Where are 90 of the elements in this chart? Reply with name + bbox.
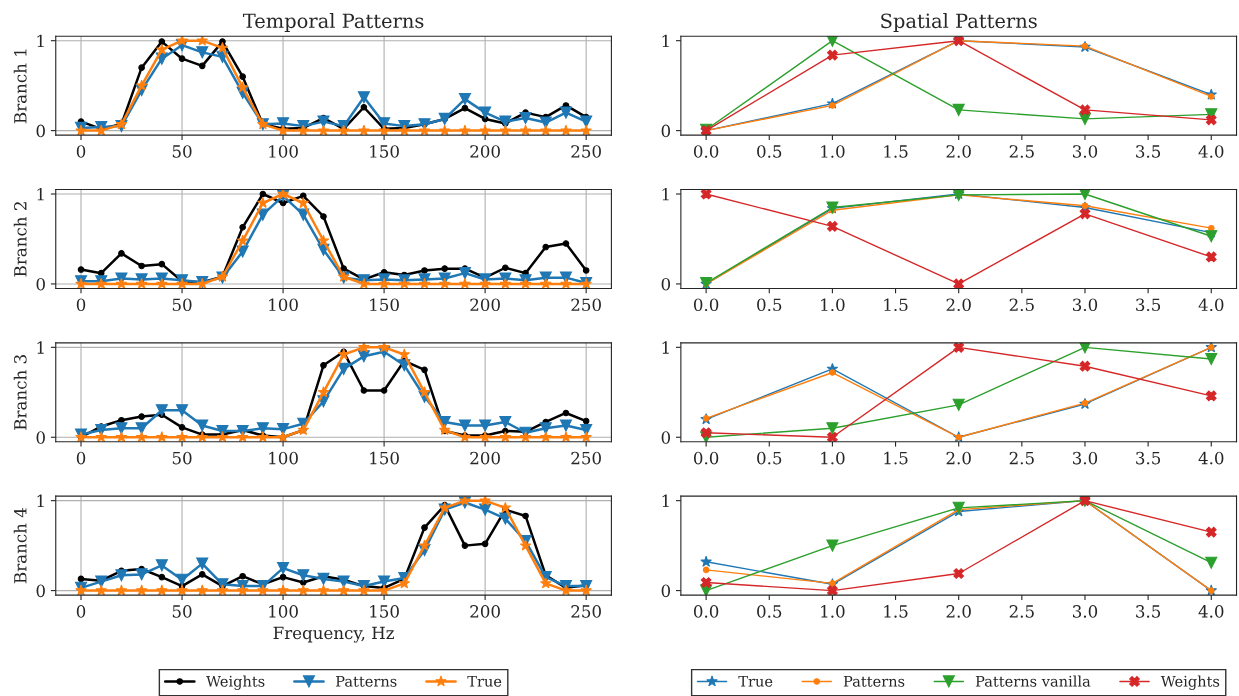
- x-tick-label: 2.5: [1009, 298, 1034, 312]
- x-tick-label: 4.0: [1198, 451, 1224, 465]
- x-tick-label: 0.5: [757, 298, 782, 312]
- y-tick-label: 1: [662, 341, 669, 354]
- x-tick-label: 1.0: [821, 451, 845, 465]
- x-tick-label: 0.0: [693, 145, 719, 158]
- x-tick-label: 3.5: [1136, 145, 1161, 158]
- y-tick-label: 0: [36, 584, 45, 598]
- x-tick-label: 3.5: [1136, 451, 1161, 465]
- y-tick-label: 0: [36, 431, 45, 444]
- x-tick-label: 2.0: [946, 451, 971, 465]
- legend-label: Weights: [206, 675, 265, 690]
- x-tick-label: 50: [172, 451, 192, 465]
- y-tick-label: 1: [37, 494, 44, 507]
- y-axis-title: Branch 2: [13, 202, 27, 277]
- x-tick-label: 0: [76, 145, 86, 158]
- x-tick-label: 200: [470, 605, 500, 618]
- x-tick-label: 0.5: [757, 451, 782, 465]
- x-tick-label: 0.0: [693, 298, 719, 312]
- y-tick-label: 1: [662, 494, 669, 507]
- x-tick-label: 1.5: [884, 145, 908, 158]
- legend-label: Patterns: [336, 675, 397, 687]
- y-axis-title: Branch 3: [13, 355, 27, 430]
- chart-title: Spatial Patterns: [881, 13, 1037, 32]
- x-tick-label: 150: [370, 145, 399, 158]
- x-tick-label: 2.0: [946, 605, 971, 618]
- x-tick-label: 3.0: [1073, 605, 1098, 618]
- x-tick-label: 2.0: [946, 298, 971, 312]
- x-tick-label: 100: [269, 451, 298, 465]
- y-tick-label: 1: [662, 34, 669, 48]
- x-tick-label: 200: [470, 298, 500, 312]
- y-tick-label: 1: [37, 341, 44, 354]
- x-tick-label: 100: [269, 298, 298, 312]
- y-axis-title: Branch 4: [13, 508, 27, 584]
- legend-label: True: [467, 675, 502, 687]
- x-tick-label: 50: [172, 145, 192, 158]
- x-tick-label: 100: [269, 145, 298, 158]
- x-tick-label: 150: [370, 451, 399, 465]
- x-tick-label: 150: [370, 298, 399, 312]
- legend-label: True: [738, 675, 773, 687]
- x-tick-label: 200: [470, 451, 500, 465]
- x-tick-label: 200: [470, 145, 500, 158]
- x-tick-label: 3.5: [1136, 298, 1161, 312]
- x-tick-label: 250: [571, 605, 601, 618]
- y-tick-label: 0: [36, 124, 45, 138]
- x-tick-label: 100: [269, 605, 298, 618]
- x-tick-label: 2.0: [946, 145, 971, 158]
- x-tick-label: 3.0: [1073, 451, 1098, 465]
- x-tick-label: 4.0: [1198, 145, 1224, 158]
- x-tick-label: 0: [76, 605, 86, 618]
- x-tick-label: 3.0: [1073, 298, 1098, 312]
- y-tick-label: 1: [37, 34, 44, 48]
- x-tick-label: 150: [370, 605, 399, 618]
- chart-title: Temporal Patterns: [242, 13, 424, 32]
- x-tick-label: 250: [571, 298, 601, 312]
- x-tick-label: 4.0: [1198, 605, 1224, 618]
- x-tick-label: 0.5: [757, 605, 782, 618]
- y-tick-label: 0: [36, 277, 45, 291]
- x-tick-label: 1.5: [884, 605, 908, 618]
- x-tick-label: 1.5: [884, 451, 908, 465]
- x-tick-label: 250: [571, 145, 601, 158]
- x-tick-label: 3.5: [1136, 605, 1161, 618]
- y-tick-label: 0: [661, 124, 671, 138]
- y-tick-label: 0: [661, 277, 671, 291]
- x-tick-label: 3.0: [1073, 145, 1098, 158]
- x-tick-label: 0.0: [693, 605, 719, 618]
- x-axis-title: Frequency, Hz: [273, 626, 394, 643]
- x-tick-label: 2.5: [1009, 451, 1034, 465]
- legend-label: Patterns: [843, 675, 905, 687]
- y-axis-title: Branch 1: [13, 49, 27, 124]
- legend-label: Weights: [1160, 675, 1220, 690]
- x-tick-label: 50: [172, 605, 192, 618]
- x-tick-label: 1.5: [884, 298, 908, 312]
- x-tick-label: 2.5: [1009, 605, 1034, 618]
- x-tick-label: 1.0: [821, 298, 845, 312]
- x-tick-label: 250: [571, 451, 601, 465]
- x-tick-label: 0: [76, 298, 86, 312]
- x-tick-label: 1.0: [821, 605, 845, 618]
- x-tick-label: 0.5: [757, 145, 782, 158]
- x-tick-label: 0: [76, 451, 86, 465]
- legend-label: Patterns vanilla: [975, 675, 1091, 687]
- y-tick-label: 1: [662, 187, 669, 201]
- y-tick-label: 1: [37, 187, 44, 201]
- y-tick-label: 0: [661, 584, 671, 598]
- y-tick-label: 0: [661, 431, 671, 444]
- x-tick-label: 0.0: [693, 451, 719, 465]
- x-tick-label: 1.0: [821, 145, 845, 158]
- x-tick-label: 2.5: [1009, 145, 1034, 158]
- x-tick-label: 50: [172, 298, 192, 312]
- x-tick-label: 4.0: [1198, 298, 1224, 312]
